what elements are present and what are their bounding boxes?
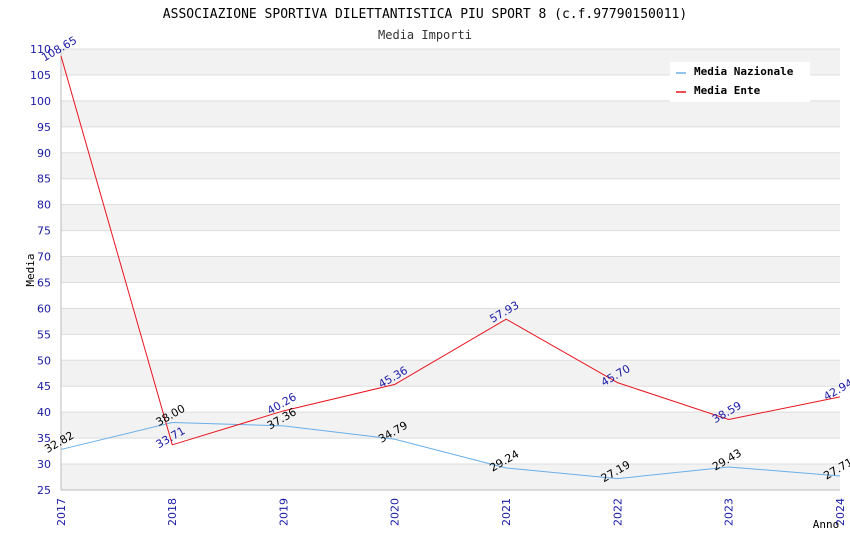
y-tick-label: 70 xyxy=(37,251,51,264)
grid-band xyxy=(61,438,840,465)
y-tick-label: 75 xyxy=(37,225,51,238)
y-tick-label: 110 xyxy=(30,43,51,56)
legend: Media Nazionale Media Ente xyxy=(670,62,810,102)
legend-box xyxy=(670,62,810,102)
grid-bands xyxy=(61,49,840,490)
grid-band xyxy=(61,152,840,179)
grid-band xyxy=(61,308,840,335)
x-tick-label: 2023 xyxy=(723,498,736,526)
y-tick-label: 85 xyxy=(37,173,51,186)
x-axis-label: Anno xyxy=(813,518,840,531)
x-tick-label: 2020 xyxy=(389,498,402,526)
x-tick-label: 2024 xyxy=(834,498,847,526)
grid-band xyxy=(61,334,840,361)
grid-band xyxy=(61,204,840,231)
grid-band xyxy=(61,100,840,127)
y-tick-label: 25 xyxy=(37,484,51,497)
y-tick-label: 60 xyxy=(37,302,51,315)
x-tick-label: 2022 xyxy=(611,498,624,526)
series-line-media-nazionale xyxy=(60,422,841,480)
chart-title: ASSOCIAZIONE SPORTIVA DILETTANTISTICA PI… xyxy=(163,7,687,22)
y-tick-label: 30 xyxy=(37,458,51,471)
grid-band xyxy=(61,282,840,309)
legend-label-media-ente: Media Ente xyxy=(694,84,761,97)
grid-band xyxy=(61,412,840,439)
x-tick-label: 2017 xyxy=(55,498,68,526)
y-tick-label: 55 xyxy=(37,328,51,341)
x-tick-label: 2021 xyxy=(500,498,513,526)
y-axis-ticks: 25 30 35 40 45 50 55 60 65 70 75 80 85 90 95 100 105 110 xyxy=(30,43,51,497)
y-tick-label: 45 xyxy=(37,380,51,393)
grid-band xyxy=(61,256,840,283)
x-tick-label: 2018 xyxy=(166,498,179,526)
legend-label-media-nazionale: Media Nazionale xyxy=(694,65,794,78)
series-layer xyxy=(60,55,841,480)
y-axis-label: Media xyxy=(24,253,37,286)
x-axis-ticks: 2017 2018 2019 2020 2021 2022 2023 2024 xyxy=(55,498,847,526)
x-tick-label: 2019 xyxy=(277,498,290,526)
y-tick-label: 100 xyxy=(30,95,51,108)
y-tick-label: 35 xyxy=(37,432,51,445)
grid-lines xyxy=(60,48,840,491)
y-tick-label: 65 xyxy=(37,276,51,289)
series-line-media-ente xyxy=(60,55,841,446)
chart-subtitle: Media Importi xyxy=(378,28,472,42)
y-tick-label: 80 xyxy=(37,199,51,212)
grid-band xyxy=(61,178,840,205)
grid-band xyxy=(61,230,840,257)
grid-band xyxy=(61,464,840,490)
y-tick-label: 40 xyxy=(37,406,51,419)
y-tick-label: 90 xyxy=(37,147,51,160)
y-tick-label: 95 xyxy=(37,121,51,134)
grid-band xyxy=(61,360,840,387)
y-tick-label: 50 xyxy=(37,354,51,367)
y-tick-label: 105 xyxy=(30,69,51,82)
grid-band xyxy=(61,126,840,153)
grid-band xyxy=(61,386,840,413)
